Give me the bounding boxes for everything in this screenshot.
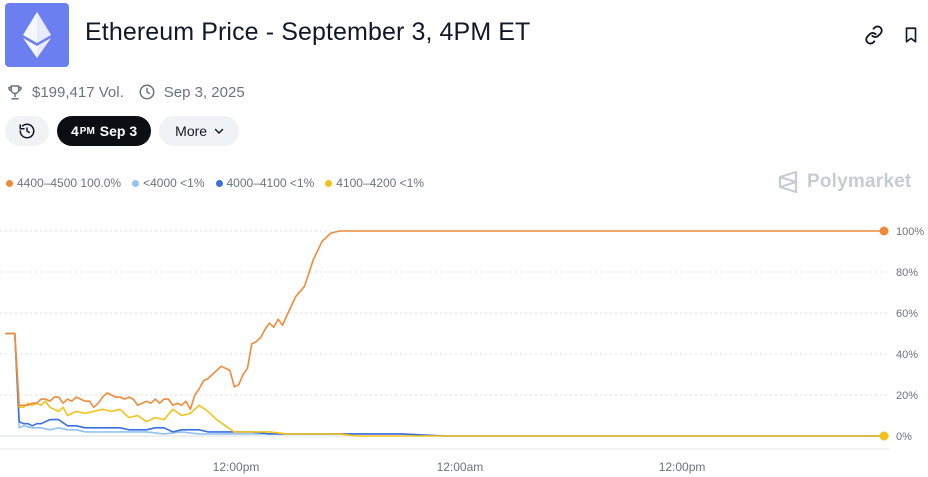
y-tick-label: 80% [896,267,918,279]
series-line [5,332,885,437]
chart-series [5,226,889,441]
series-end-marker [879,431,889,441]
brand-name: Polymarket [807,171,912,192]
date-controls: 4 PM Sep 3 More [5,116,247,146]
volume-text: $199,417 Vol. [32,83,124,101]
history-icon [19,123,35,139]
date-tab-active[interactable]: 4 PM Sep 3 [57,116,152,146]
legend-entry: 4100–4200 <1% [325,176,424,190]
y-tick-label: 100% [896,226,924,238]
clock-icon [139,84,155,100]
series-line [5,230,885,411]
legend-dot [325,179,333,187]
legend-entry: 4000–4100 <1% [215,176,315,190]
polymarket-icon [778,170,798,194]
series-line [5,332,885,437]
legend-entry: 4400–4500 100.0% [6,176,121,190]
legend-label: 4000–4100 <1% [226,176,315,190]
volume-stat: $199,417 Vol. [6,83,124,101]
more-label: More [175,123,208,139]
more-dropdown[interactable]: More [159,116,240,146]
page-title: Ethereum Price - September 3, 4PM ET [85,18,531,46]
end-date: Sep 3, 2025 [138,83,245,101]
market-meta: $199,417 Vol. Sep 3, 2025 [6,83,259,101]
legend-label: <4000 <1% [143,176,205,190]
series-line [5,332,885,437]
link-icon[interactable] [863,24,885,46]
x-axis: 12:00pm 12:00am 12:00pm [213,460,706,474]
legend-label: 4400–4500 100.0% [17,176,122,190]
y-tick-label: 60% [896,308,918,320]
x-tick-label: 12:00pm [659,460,706,474]
y-axis: 100% 80% 60% 40% 20% 0% [896,226,924,443]
trophy-icon [8,85,22,100]
ethereum-icon [23,12,51,58]
series-end-marker [879,226,889,236]
x-tick-label: 12:00am [437,460,484,474]
y-tick-label: 40% [896,349,918,361]
ethereum-logo [5,3,69,67]
bookmark-icon[interactable] [900,24,922,46]
date-text: Sep 3, 2025 [163,83,245,101]
y-tick-label: 20% [896,390,918,402]
x-tick-label: 12:00pm [213,460,260,474]
active-period: PM [79,125,95,137]
history-button[interactable] [5,116,49,146]
active-date: Sep 3 [99,123,138,139]
active-hour: 4 [71,123,79,139]
y-tick-label: 0% [896,431,912,443]
legend-dot [132,179,140,187]
chart-legend: 4400–4500 100.0% <4000 <1% 4000–4100 <1%… [6,176,435,190]
polymarket-watermark: Polymarket [777,170,911,194]
chevron-down-icon [214,128,224,135]
legend-dot [6,179,13,187]
legend-entry: <4000 <1% [132,176,205,190]
price-chart: 100% 80% 60% 40% 20% 0% 12:00pm 12:00am 12:00pm [0,226,924,474]
legend-label: 4100–4200 <1% [336,176,424,190]
legend-dot [215,179,223,187]
